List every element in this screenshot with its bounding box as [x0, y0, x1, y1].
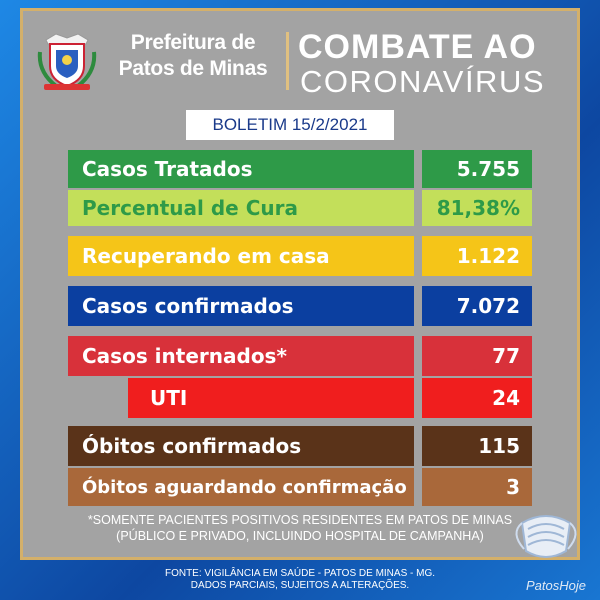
source-line-2: DADOS PARCIAIS, SUJEITOS A ALTERAÇÕES. — [190, 580, 410, 591]
row-label-obitos-confirmados: Óbitos confirmados — [68, 426, 414, 466]
footnote: *SOMENTE PACIENTES POSITIVOS RESIDENTES … — [40, 512, 560, 544]
coat-of-arms-icon — [37, 33, 97, 90]
row-value-casos-tratados: 5.755 — [422, 150, 532, 188]
campaign-title-line-1: COMBATE AO — [298, 28, 537, 66]
prefeitura-line-1: Prefeitura de — [130, 31, 256, 54]
header-divider — [286, 32, 289, 90]
row-value-recuperando: 1.122 — [422, 236, 532, 276]
brand-logo-text: PatosHoje — [526, 578, 586, 593]
row-value-uti: 24 — [422, 378, 532, 418]
row-value-casos-confirmados: 7.072 — [422, 286, 532, 326]
row-value-obitos-aguardando: 3 — [422, 468, 532, 506]
source-line-1: FONTE: VIGILÂNCIA EM SAÚDE - PATOS DE MI… — [164, 568, 436, 579]
row-value-casos-internados: 77 — [422, 336, 532, 376]
row-label-recuperando: Recuperando em casa — [68, 236, 414, 276]
row-value-percentual-cura: 81,38% — [422, 190, 532, 226]
row-label-obitos-aguardando: Óbitos aguardando confirmação — [68, 468, 414, 506]
prefeitura-line-2: Patos de Minas — [118, 57, 268, 80]
footnote-line-1: *SOMENTE PACIENTES POSITIVOS RESIDENTES … — [87, 513, 513, 527]
row-label-percentual-cura: Percentual de Cura — [68, 190, 414, 226]
row-value-obitos-confirmados: 115 — [422, 426, 532, 466]
prefeitura-title: Prefeitura de Patos de Minas — [108, 30, 278, 82]
row-label-casos-internados: Casos internados* — [68, 336, 414, 376]
row-label-casos-confirmados: Casos confirmados — [68, 286, 414, 326]
row-label-uti: UTI — [128, 378, 414, 418]
bulletin-date-badge: BOLETIM 15/2/2021 — [186, 110, 394, 140]
row-label-casos-tratados: Casos Tratados — [68, 150, 414, 188]
source-note: FONTE: VIGILÂNCIA EM SAÚDE - PATOS DE MI… — [60, 568, 540, 592]
campaign-title-line-2: CORONAVÍRUS — [300, 64, 546, 99]
face-mask-icon — [515, 515, 577, 558]
footnote-line-2: (PÚBLICO E PRIVADO, INCLUINDO HOSPITAL D… — [116, 529, 484, 543]
